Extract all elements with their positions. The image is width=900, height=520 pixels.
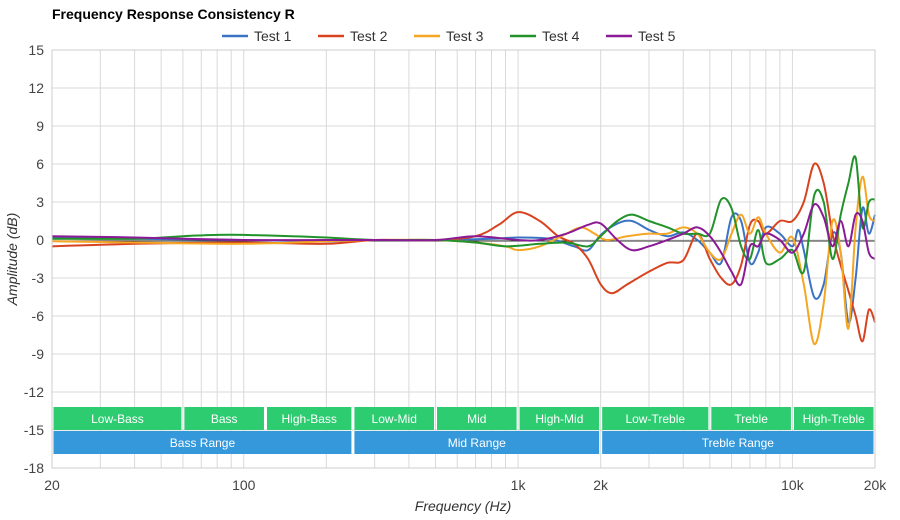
legend-label: Test 4	[542, 28, 580, 44]
y-axis-label: Amplitude (dB)	[4, 213, 20, 307]
x-axis-ticks: 20 100 1k 2k 10k 20k	[44, 477, 887, 493]
band-low-bass	[53, 407, 182, 430]
y-tick-label: 6	[36, 156, 44, 172]
x-tick-label: 10k	[781, 477, 805, 493]
series-lines	[51, 155, 876, 345]
band-bass-range	[53, 431, 352, 454]
band-treble	[711, 407, 791, 430]
y-tick-label: -15	[24, 422, 44, 438]
y-tick-label: -12	[24, 384, 44, 400]
band-high-treble	[793, 407, 874, 430]
y-tick-label: -9	[32, 346, 45, 362]
x-axis-label: Frequency (Hz)	[415, 498, 511, 514]
plot-border	[51, 49, 876, 469]
legend-label: Test 3	[446, 28, 484, 44]
legend-label: Test 2	[350, 28, 388, 44]
series-line-test-1	[51, 206, 876, 324]
legend-item-test-2[interactable]: Test 2	[318, 28, 388, 44]
x-tick-label: 20	[44, 477, 60, 493]
band-label: Low-Treble	[625, 412, 685, 426]
band-label: Treble	[734, 412, 768, 426]
y-tick-label: 3	[36, 194, 44, 210]
y-tick-label: -3	[32, 270, 45, 286]
band-label: High-Mid	[535, 412, 583, 426]
legend-label: Test 1	[254, 28, 292, 44]
band-label: Treble Range	[702, 436, 775, 450]
range-bands: Low-Bass Bass High-Bass Low-Mid Mid High-Mid L…	[53, 407, 874, 454]
band-high-bass	[266, 407, 352, 430]
y-tick-label: 0	[36, 232, 44, 248]
grid	[52, 49, 875, 469]
band-mid	[437, 407, 517, 430]
y-tick-label: 15	[28, 42, 44, 58]
band-label: Low-Mid	[372, 412, 417, 426]
y-axis-ticks: 15 12 9 6 3 0 -3 -6 -9 -12 -15 -18	[24, 42, 44, 476]
y-tick-label: 9	[36, 118, 44, 134]
legend-item-test-1[interactable]: Test 1	[222, 28, 292, 44]
x-tick-label: 1k	[511, 477, 527, 493]
band-label: Bass	[211, 412, 238, 426]
y-tick-label: -6	[32, 308, 45, 324]
x-tick-label: 100	[232, 477, 256, 493]
y-tick-label: 12	[28, 80, 44, 96]
band-label: Mid	[467, 412, 486, 426]
band-label: Low-Bass	[91, 412, 144, 426]
band-label: High-Treble	[803, 412, 866, 426]
chart-title: Frequency Response Consistency R	[52, 6, 295, 22]
band-low-treble	[602, 407, 709, 430]
band-treble-range	[602, 431, 874, 454]
band-label: Bass Range	[170, 436, 236, 450]
series-line-test-5	[51, 203, 876, 287]
legend[interactable]: Test 1 Test 2 Test 3 Test 4 Test 5	[222, 28, 676, 44]
y-tick-label: -18	[24, 460, 44, 476]
legend-item-test-4[interactable]: Test 4	[510, 28, 580, 44]
band-bass	[184, 407, 264, 430]
band-label: High-Bass	[282, 412, 337, 426]
series-line-test-4	[51, 155, 876, 275]
band-low-mid	[354, 407, 435, 430]
legend-item-test-5[interactable]: Test 5	[606, 28, 676, 44]
legend-item-test-3[interactable]: Test 3	[414, 28, 484, 44]
x-tick-label: 20k	[864, 477, 888, 493]
legend-label: Test 5	[638, 28, 676, 44]
band-high-mid	[519, 407, 600, 430]
band-label: Mid Range	[448, 436, 506, 450]
x-tick-label: 2k	[593, 477, 609, 493]
band-mid-range	[354, 431, 600, 454]
